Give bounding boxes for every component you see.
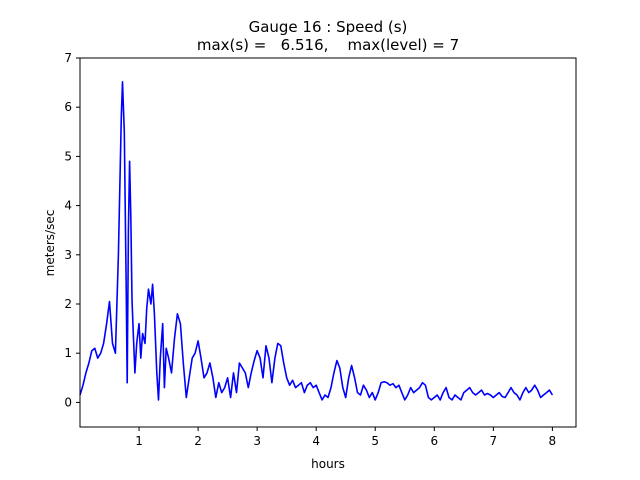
y-tick-label: 5 <box>64 149 72 163</box>
x-tick-label: 7 <box>490 434 498 448</box>
x-tick-label: 5 <box>371 434 379 448</box>
y-tick-label: 0 <box>64 395 72 409</box>
axes-frame <box>79 57 577 428</box>
y-tick-label: 4 <box>64 199 72 213</box>
x-tick-label: 4 <box>312 434 320 448</box>
y-tick-label: 3 <box>64 248 72 262</box>
chart-subtitle: max(s) = 6.516, max(level) = 7 <box>197 36 459 54</box>
x-tick-label: 3 <box>253 434 261 448</box>
x-tick-label: 8 <box>549 434 557 448</box>
plot-area <box>79 81 554 401</box>
y-tick-label: 1 <box>64 346 72 360</box>
x-tick-label: 1 <box>135 434 143 448</box>
speed-series-line <box>79 81 554 401</box>
y-axis-label: meters/sec <box>43 210 57 277</box>
y-tick-label: 6 <box>64 100 72 114</box>
x-tick-label: 6 <box>430 434 438 448</box>
axis-ticks: 1 2 3 4 5 6 7 8 0 1 2 3 4 5 6 7 <box>64 51 556 448</box>
x-axis-label: hours <box>311 457 345 471</box>
x-tick-label: 2 <box>194 434 202 448</box>
y-tick-label: 2 <box>64 297 72 311</box>
y-tick-label: 7 <box>64 51 72 65</box>
chart-title: Gauge 16 : Speed (s) <box>249 18 408 36</box>
